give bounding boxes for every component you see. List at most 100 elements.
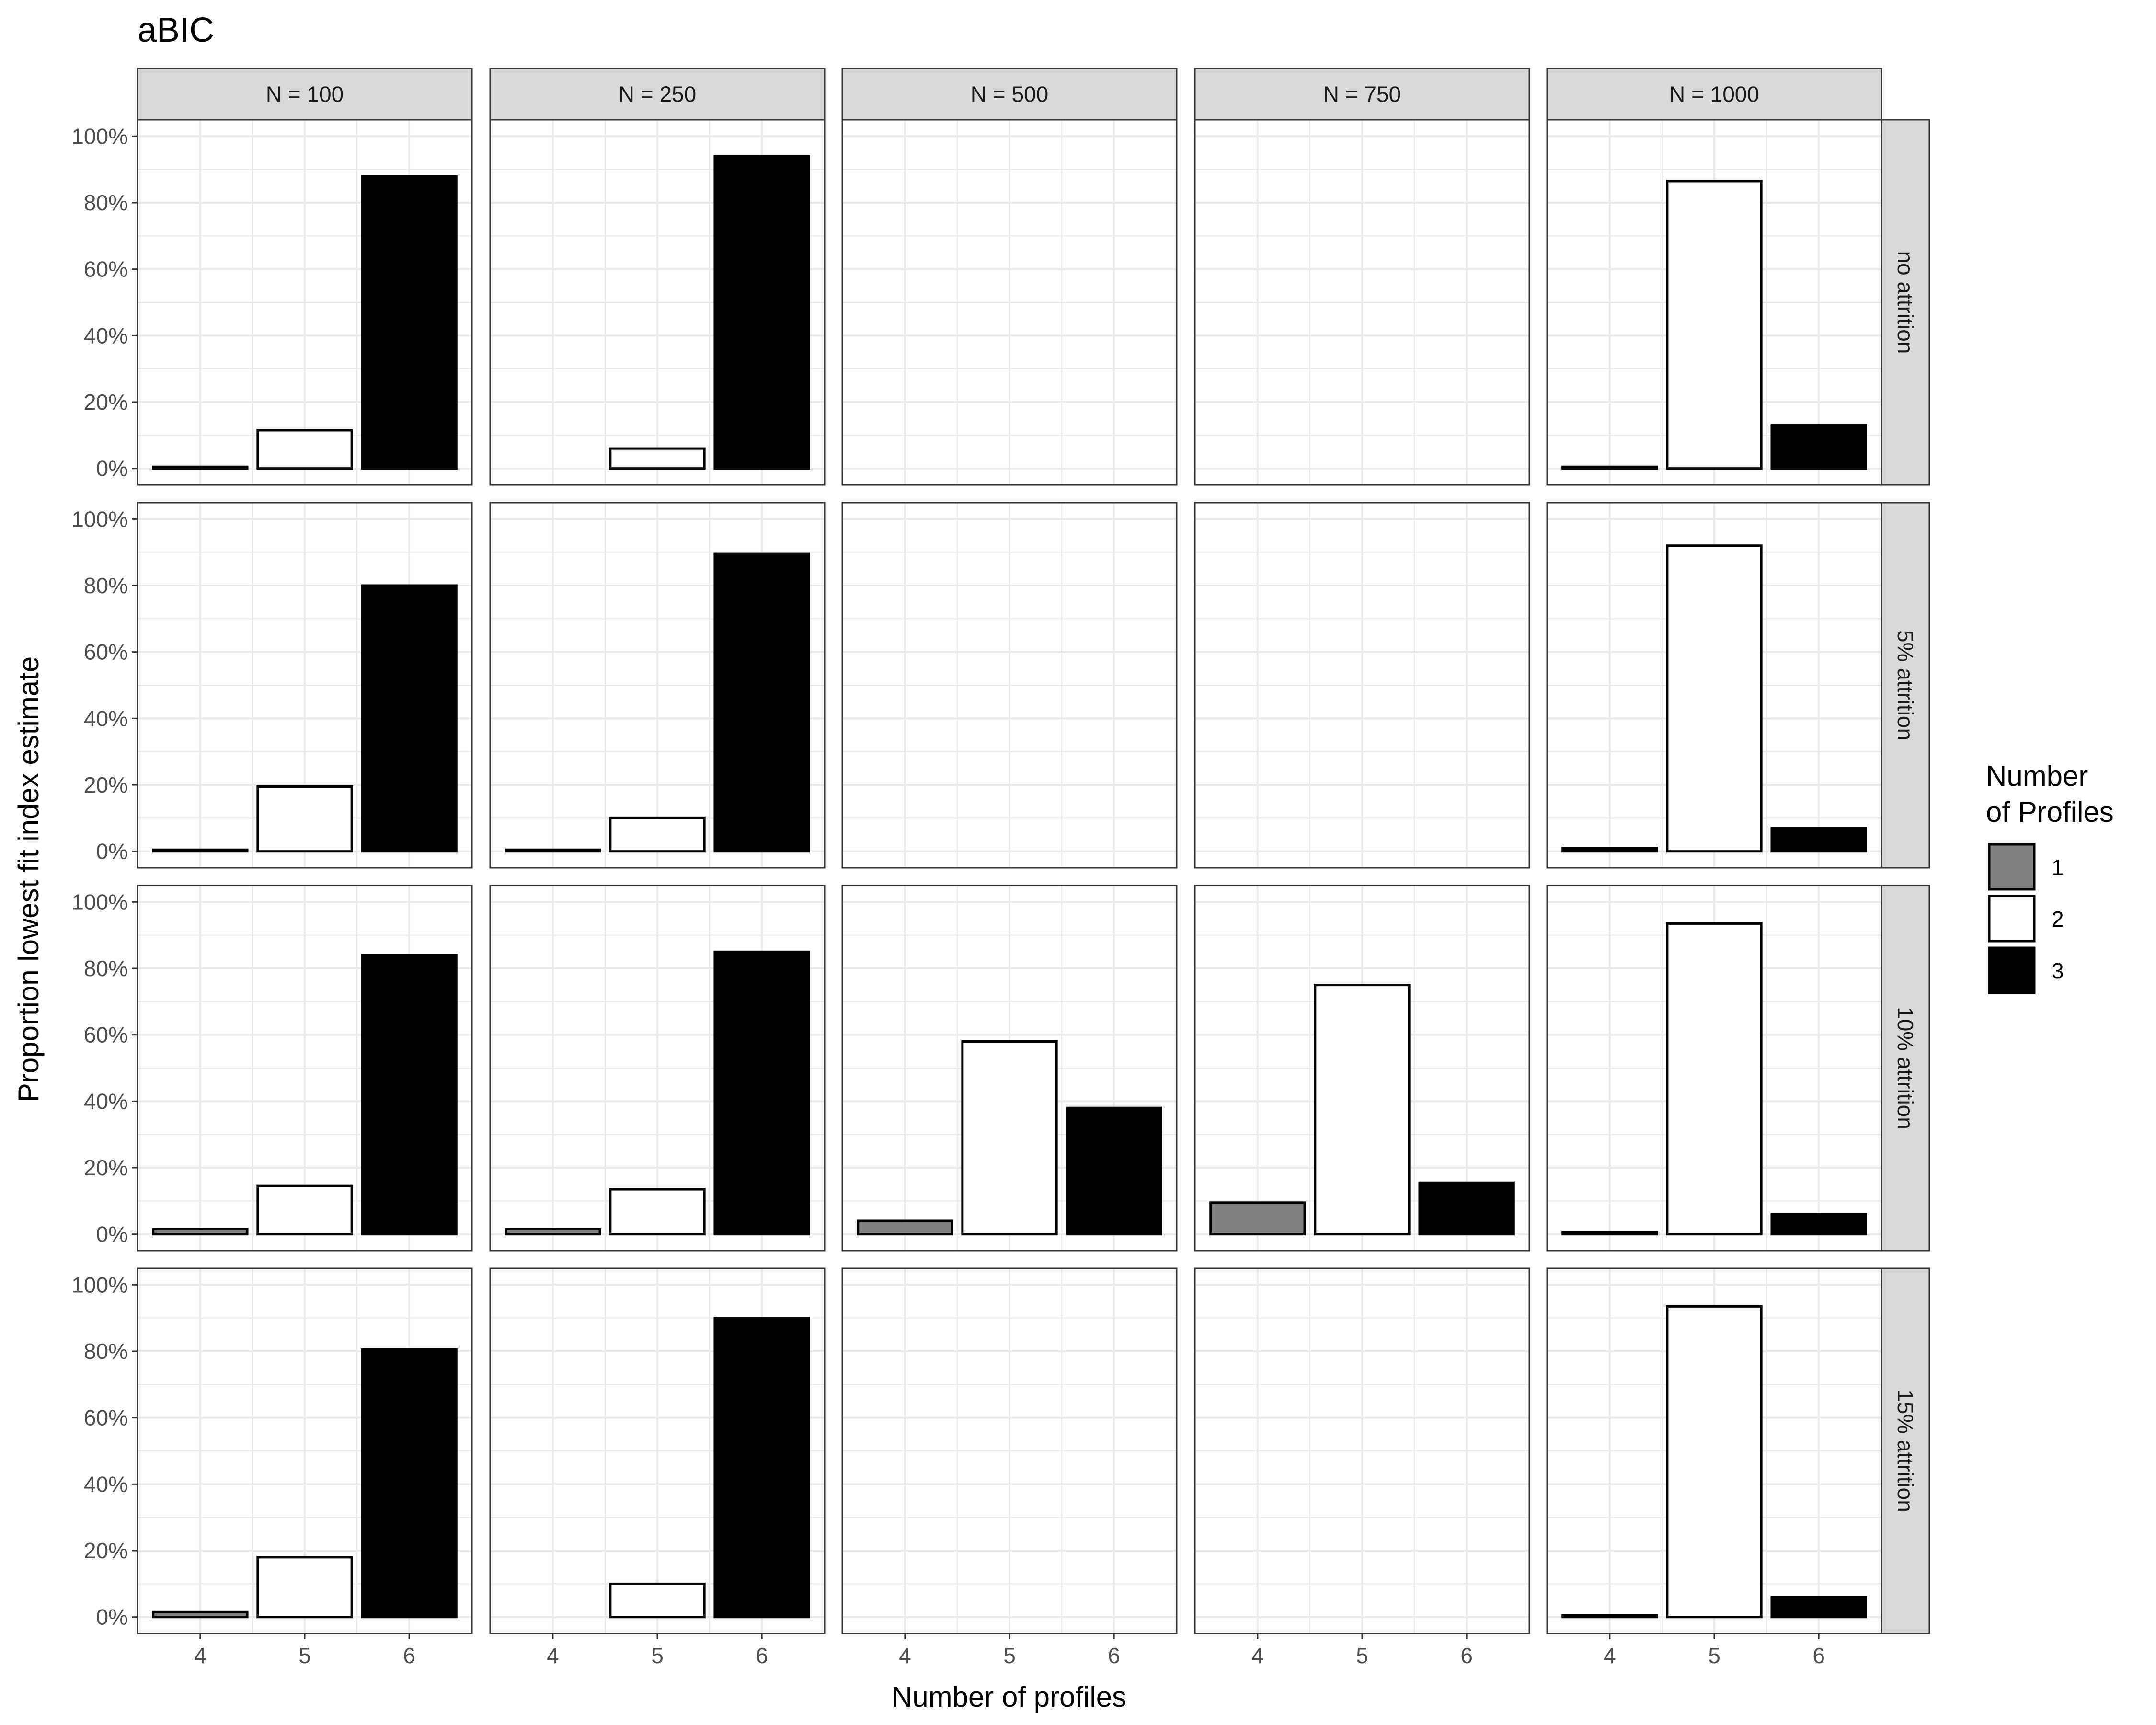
y-tick-label: 0% [96, 456, 128, 481]
y-tick-label: 40% [84, 1089, 128, 1114]
bar [1666, 922, 1763, 1236]
panel-border [841, 502, 1178, 869]
bar [361, 954, 458, 1236]
x-tick-label: 5 [1708, 1643, 1720, 1668]
legend-label: 1 [2052, 855, 2064, 880]
panel: 4 5 6 [489, 1267, 826, 1668]
bar [1066, 1106, 1162, 1236]
strip-row-label: 5% attrition [1893, 630, 1918, 740]
bar [609, 1582, 706, 1619]
x-tick-label: 4 [1604, 1643, 1616, 1668]
x-tick-label: 6 [1812, 1643, 1825, 1668]
y-tick-label: 80% [84, 573, 128, 598]
legend: Number of Profiles 1 2 3 [1986, 760, 2114, 994]
bar [1561, 465, 1658, 470]
bar [152, 848, 249, 853]
y-tick-label: 60% [84, 1405, 128, 1430]
bar [361, 175, 458, 470]
bar [1770, 1596, 1867, 1619]
bar [256, 429, 353, 470]
y-tick-label: 0% [96, 839, 128, 864]
x-tick-label: 6 [1460, 1643, 1473, 1668]
y-tick-label: 60% [84, 640, 128, 665]
x-tick-label: 6 [403, 1643, 415, 1668]
panel-border [137, 885, 473, 1252]
bar [857, 1219, 953, 1236]
panel-border [1546, 885, 1882, 1252]
panel-border [841, 885, 1178, 1252]
y-tick-label: 80% [84, 190, 128, 215]
bar [256, 1556, 353, 1619]
panel [489, 502, 826, 869]
strip-row-label: no attrition [1893, 251, 1918, 354]
bar [1770, 424, 1867, 470]
panel-border [1546, 119, 1882, 486]
panel [489, 119, 826, 486]
bar [1561, 847, 1658, 853]
panel-border [137, 119, 473, 486]
x-tick-label: 5 [1003, 1643, 1016, 1668]
panel [1546, 885, 1882, 1252]
panel: 0% 20% 40% 60% 80% 100% 4 5 6 [71, 1267, 473, 1668]
bar [1561, 1231, 1658, 1236]
bar [713, 155, 810, 470]
y-tick-label: 20% [84, 390, 128, 414]
legend-swatch [1988, 895, 2036, 943]
y-tick-label: 60% [84, 257, 128, 282]
y-tick-label: 20% [84, 772, 128, 797]
bar [713, 552, 810, 853]
strip-col-bg [137, 68, 473, 121]
bar [1418, 1181, 1515, 1236]
legend-swatch [1988, 843, 2036, 891]
panel-border [1194, 119, 1530, 486]
strip-col-label: N = 1000 [1669, 82, 1759, 107]
panel: 4 5 6 [1546, 1267, 1882, 1668]
y-tick-label: 40% [84, 706, 128, 731]
bar [1209, 1201, 1306, 1236]
panel [841, 502, 1178, 869]
y-tick-label: 40% [84, 1472, 128, 1496]
bar [1561, 1614, 1658, 1619]
legend-title: of Profiles [1986, 796, 2114, 828]
bar [505, 1228, 601, 1236]
bar [1770, 1213, 1867, 1236]
panel: 0% 20% 40% 60% 80% 100% [71, 885, 473, 1252]
panel [841, 119, 1178, 486]
panel [1194, 885, 1530, 1252]
y-tick-label: 0% [96, 1222, 128, 1247]
y-tick-label: 40% [84, 323, 128, 348]
x-tick-label: 5 [298, 1643, 311, 1668]
panel-grid: N = 100 N = 250 N = 500 N = 750 N = 1000 no a… [71, 68, 1930, 1668]
strip-col-label: N = 500 [971, 82, 1048, 107]
bar [361, 1348, 458, 1619]
bar [1314, 984, 1411, 1236]
bar [1666, 1305, 1763, 1619]
x-tick-label: 4 [1251, 1643, 1264, 1668]
panel-border [1194, 502, 1530, 869]
x-tick-label: 5 [1356, 1643, 1368, 1668]
chart-title: aBIC [138, 11, 214, 49]
bar [152, 465, 249, 470]
panel-border [489, 119, 826, 486]
x-axis-title: Number of profiles [892, 1681, 1126, 1713]
panel: 0% 20% 40% 60% 80% 100% [71, 502, 473, 869]
panel-border [1194, 885, 1530, 1252]
strip-col-label: N = 100 [266, 82, 344, 107]
y-tick-label: 100% [71, 124, 128, 149]
strip-col-label: N = 750 [1323, 82, 1401, 107]
y-tick-label: 60% [84, 1023, 128, 1047]
strip-col-bg [841, 68, 1178, 121]
bar [505, 848, 601, 853]
legend-label: 3 [2052, 958, 2064, 983]
y-tick-label: 80% [84, 956, 128, 981]
panel [841, 885, 1178, 1252]
x-tick-label: 4 [547, 1643, 559, 1668]
bar [1666, 180, 1763, 470]
x-tick-label: 4 [899, 1643, 911, 1668]
legend-title: Number [1986, 760, 2088, 792]
panel [1194, 502, 1530, 869]
y-tick-label: 100% [71, 506, 128, 531]
bar [713, 950, 810, 1236]
bar [256, 785, 353, 853]
